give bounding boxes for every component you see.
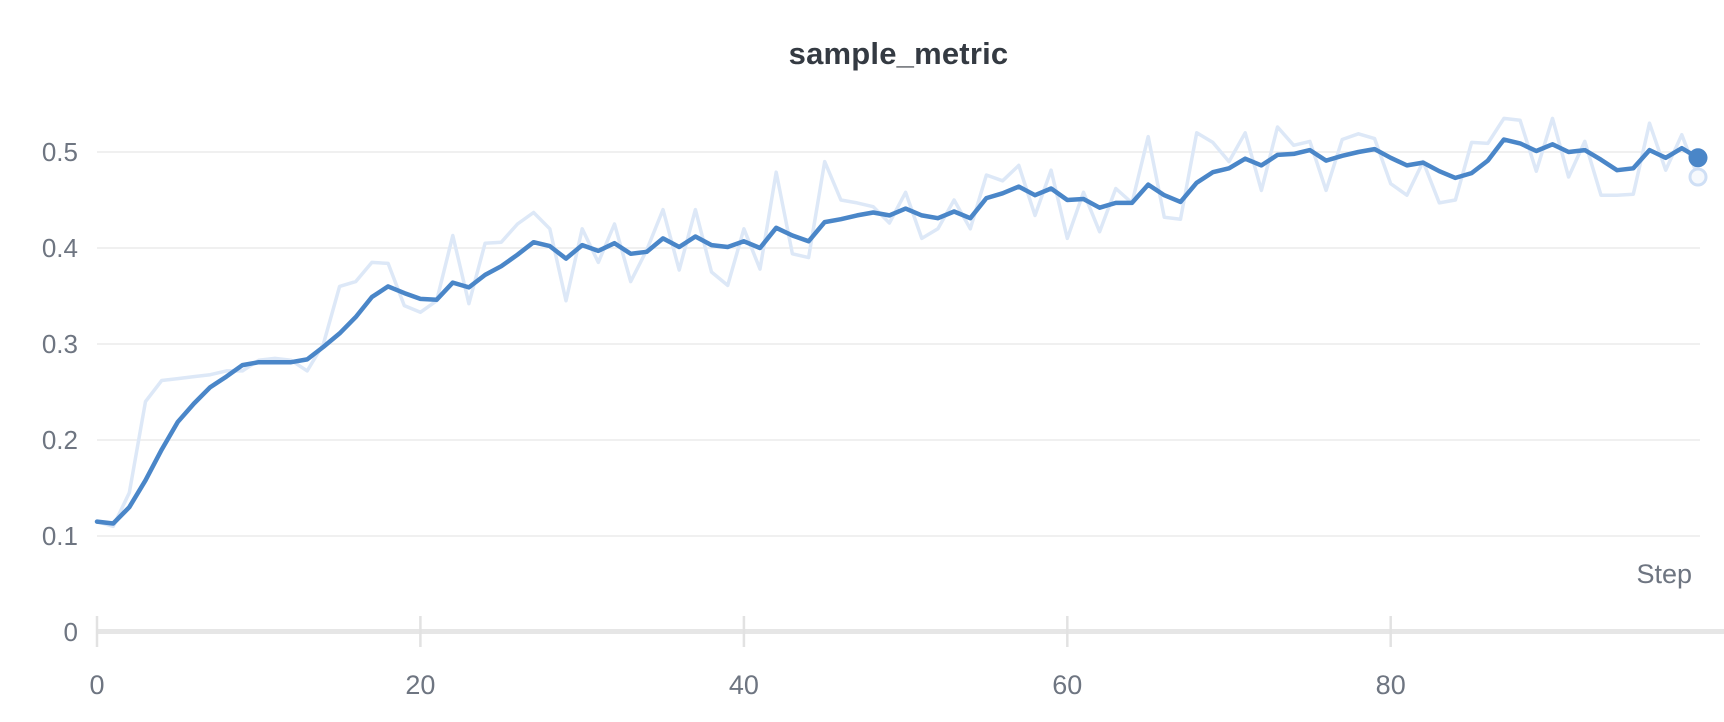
smoothed-line[interactable]	[94, 137, 1701, 526]
y-tick-label-0.1: 0.1	[42, 521, 78, 551]
x-tick-label-20: 20	[405, 670, 435, 700]
x-tick-label-40: 40	[729, 670, 759, 700]
raw-line[interactable]	[95, 116, 1700, 529]
x-axis-baseline	[97, 629, 1724, 634]
chart-title: sample_metric	[788, 36, 1009, 71]
x-axis-title: Step	[1636, 559, 1692, 589]
series-layer	[94, 116, 1708, 529]
smoothed-end-dot	[1688, 148, 1708, 168]
y-tick-label-0.3: 0.3	[42, 329, 78, 359]
raw-end-dot	[1688, 167, 1708, 187]
x-tick-label-60: 60	[1052, 670, 1082, 700]
grid-layer	[95, 151, 1724, 647]
y-tick-label-0.2: 0.2	[42, 425, 78, 455]
y-tick-label-0.4: 0.4	[42, 233, 78, 263]
y-tick-label-0.5: 0.5	[42, 137, 78, 167]
y-tick-label-0: 0	[64, 617, 78, 647]
x-tick-label-0: 0	[89, 670, 104, 700]
x-tick-label-80: 80	[1376, 670, 1406, 700]
label-layer: 0 0.1 0.2 0.3 0.4 0.5 0 20 40 60 80	[42, 137, 1406, 700]
